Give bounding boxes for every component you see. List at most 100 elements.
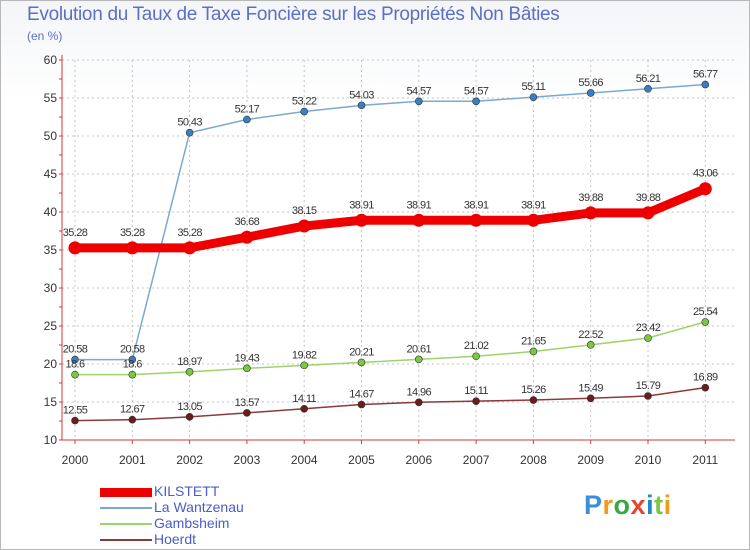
- data-label: 38.91: [464, 199, 489, 211]
- x-tick-label: 2004: [291, 453, 318, 467]
- data-point: [243, 115, 251, 124]
- data-label: 15.49: [578, 382, 603, 394]
- data-point: [357, 400, 366, 409]
- data-point: [644, 392, 652, 400]
- x-tick-label: 2003: [234, 453, 261, 467]
- data-point: [412, 213, 426, 227]
- y-tick-label: 10: [44, 433, 58, 447]
- data-label: 18.6: [65, 359, 84, 371]
- data-point: [243, 364, 251, 373]
- data-point: [586, 89, 595, 97]
- data-point: [71, 370, 79, 379]
- data-point: [584, 206, 598, 220]
- data-point: [71, 416, 79, 425]
- logo-letter: x: [630, 490, 647, 520]
- data-point: [300, 361, 309, 370]
- y-tick-label: 20: [44, 357, 58, 371]
- y-tick-label: 55: [44, 91, 58, 105]
- data-label: 56.77: [693, 69, 718, 81]
- logo-letter: o: [613, 490, 631, 520]
- data-point: [472, 397, 480, 405]
- data-point: [243, 409, 251, 417]
- data-point: [183, 241, 197, 255]
- y-tick-label: 60: [44, 53, 58, 67]
- data-label: 38.91: [407, 199, 432, 211]
- legend-label: Gambsheim: [154, 515, 230, 531]
- data-point: [355, 213, 368, 227]
- data-point: [68, 241, 82, 255]
- data-label: 21.02: [464, 340, 489, 352]
- data-label: 39.88: [578, 192, 603, 204]
- data-label: 39.88: [636, 192, 661, 204]
- data-point: [240, 230, 254, 244]
- legend-label: KILSTETT: [154, 483, 220, 499]
- data-label: 22.52: [578, 329, 603, 341]
- legend-item: KILSTETT: [100, 483, 360, 500]
- legend-label: Hoerdt: [154, 531, 197, 547]
- x-axis-ticks: 2000 2001 2002 2003 2004 2005 2006 2007 2008 2009…: [62, 453, 719, 467]
- legend-swatch: [100, 487, 152, 497]
- data-label: 38.91: [349, 199, 374, 211]
- grid-lines: [62, 59, 735, 441]
- y-tick-label: 30: [44, 281, 58, 295]
- y-tick-label: 50: [44, 129, 58, 143]
- proxiti-logo: Proxiti: [584, 490, 672, 521]
- data-label: 13.57: [235, 397, 260, 409]
- data-label: 25.54: [693, 306, 718, 318]
- logo-letter: t: [654, 490, 664, 520]
- logo-letter: r: [602, 490, 614, 520]
- series-line-kilstett: [70, 184, 710, 253]
- data-point: [469, 213, 483, 227]
- data-label: 54.03: [349, 89, 374, 101]
- data-label: 20.61: [407, 343, 432, 355]
- legend-label: La Wantzenau: [154, 499, 244, 515]
- data-label: 50.43: [177, 117, 202, 129]
- y-tick-label: 15: [44, 395, 58, 409]
- data-point: [698, 182, 712, 196]
- series-lines: [70, 83, 710, 422]
- data-point: [71, 355, 79, 364]
- data-label: 54.57: [464, 85, 489, 97]
- series-line-hoerdt: [74, 386, 707, 422]
- data-label: 21.65: [521, 335, 546, 347]
- legend-swatch: [100, 539, 152, 541]
- data-point: [701, 318, 710, 326]
- data-label: 12.67: [120, 404, 145, 416]
- data-point: [357, 101, 366, 110]
- data-label: 14.11: [292, 393, 316, 405]
- data-point: [300, 107, 309, 116]
- data-label: 55.66: [578, 77, 603, 89]
- data-point: [644, 85, 652, 93]
- data-point: [414, 398, 423, 407]
- data-point: [644, 334, 652, 342]
- series-line-la-wantzenau: [74, 83, 707, 361]
- data-label: 19.82: [292, 349, 317, 361]
- data-label: 15.11: [464, 385, 488, 397]
- x-tick-label: 2005: [348, 453, 375, 467]
- data-point: [300, 404, 309, 413]
- logo-letter: i: [663, 490, 672, 520]
- data-point: [529, 396, 538, 404]
- data-label: 53.22: [292, 96, 317, 108]
- data-point: [185, 368, 194, 376]
- data-label: 35.28: [177, 227, 202, 239]
- data-label: 35.28: [120, 227, 145, 239]
- data-point: [357, 358, 366, 367]
- logo-letter: i: [646, 490, 655, 520]
- x-tick-label: 2009: [577, 453, 604, 467]
- x-tick-label: 2008: [520, 453, 547, 467]
- data-label: 35.28: [63, 227, 88, 239]
- data-point: [701, 383, 710, 392]
- data-point: [586, 341, 595, 349]
- x-tick-label: 2002: [176, 453, 203, 467]
- x-tick-label: 2001: [119, 453, 146, 467]
- x-tick-label: 2006: [405, 453, 432, 467]
- y-tick-label: 35: [44, 243, 58, 257]
- data-label: 15.26: [521, 384, 546, 396]
- data-point: [128, 355, 137, 364]
- data-label: 14.96: [407, 386, 432, 398]
- x-tick-label: 2000: [62, 453, 89, 467]
- data-label: 18.97: [177, 356, 202, 368]
